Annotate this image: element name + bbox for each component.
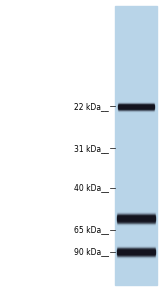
Bar [117,222,155,223]
Text: 22 kDa__: 22 kDa__ [74,102,109,111]
Bar [117,213,155,214]
Bar [115,6,157,285]
Bar [117,217,155,218]
Bar [117,215,155,216]
Text: 40 kDa__: 40 kDa__ [74,183,109,192]
Text: 31 kDa__: 31 kDa__ [74,144,109,153]
Bar [117,219,155,220]
Text: 65 kDa__: 65 kDa__ [74,226,109,234]
Bar [117,214,155,215]
Bar [117,224,155,225]
Bar [117,221,155,222]
Text: 90 kDa__: 90 kDa__ [74,247,109,256]
Bar [117,218,155,219]
Bar [117,216,155,217]
Bar [117,220,155,221]
Bar [117,212,155,213]
Bar [117,223,155,224]
